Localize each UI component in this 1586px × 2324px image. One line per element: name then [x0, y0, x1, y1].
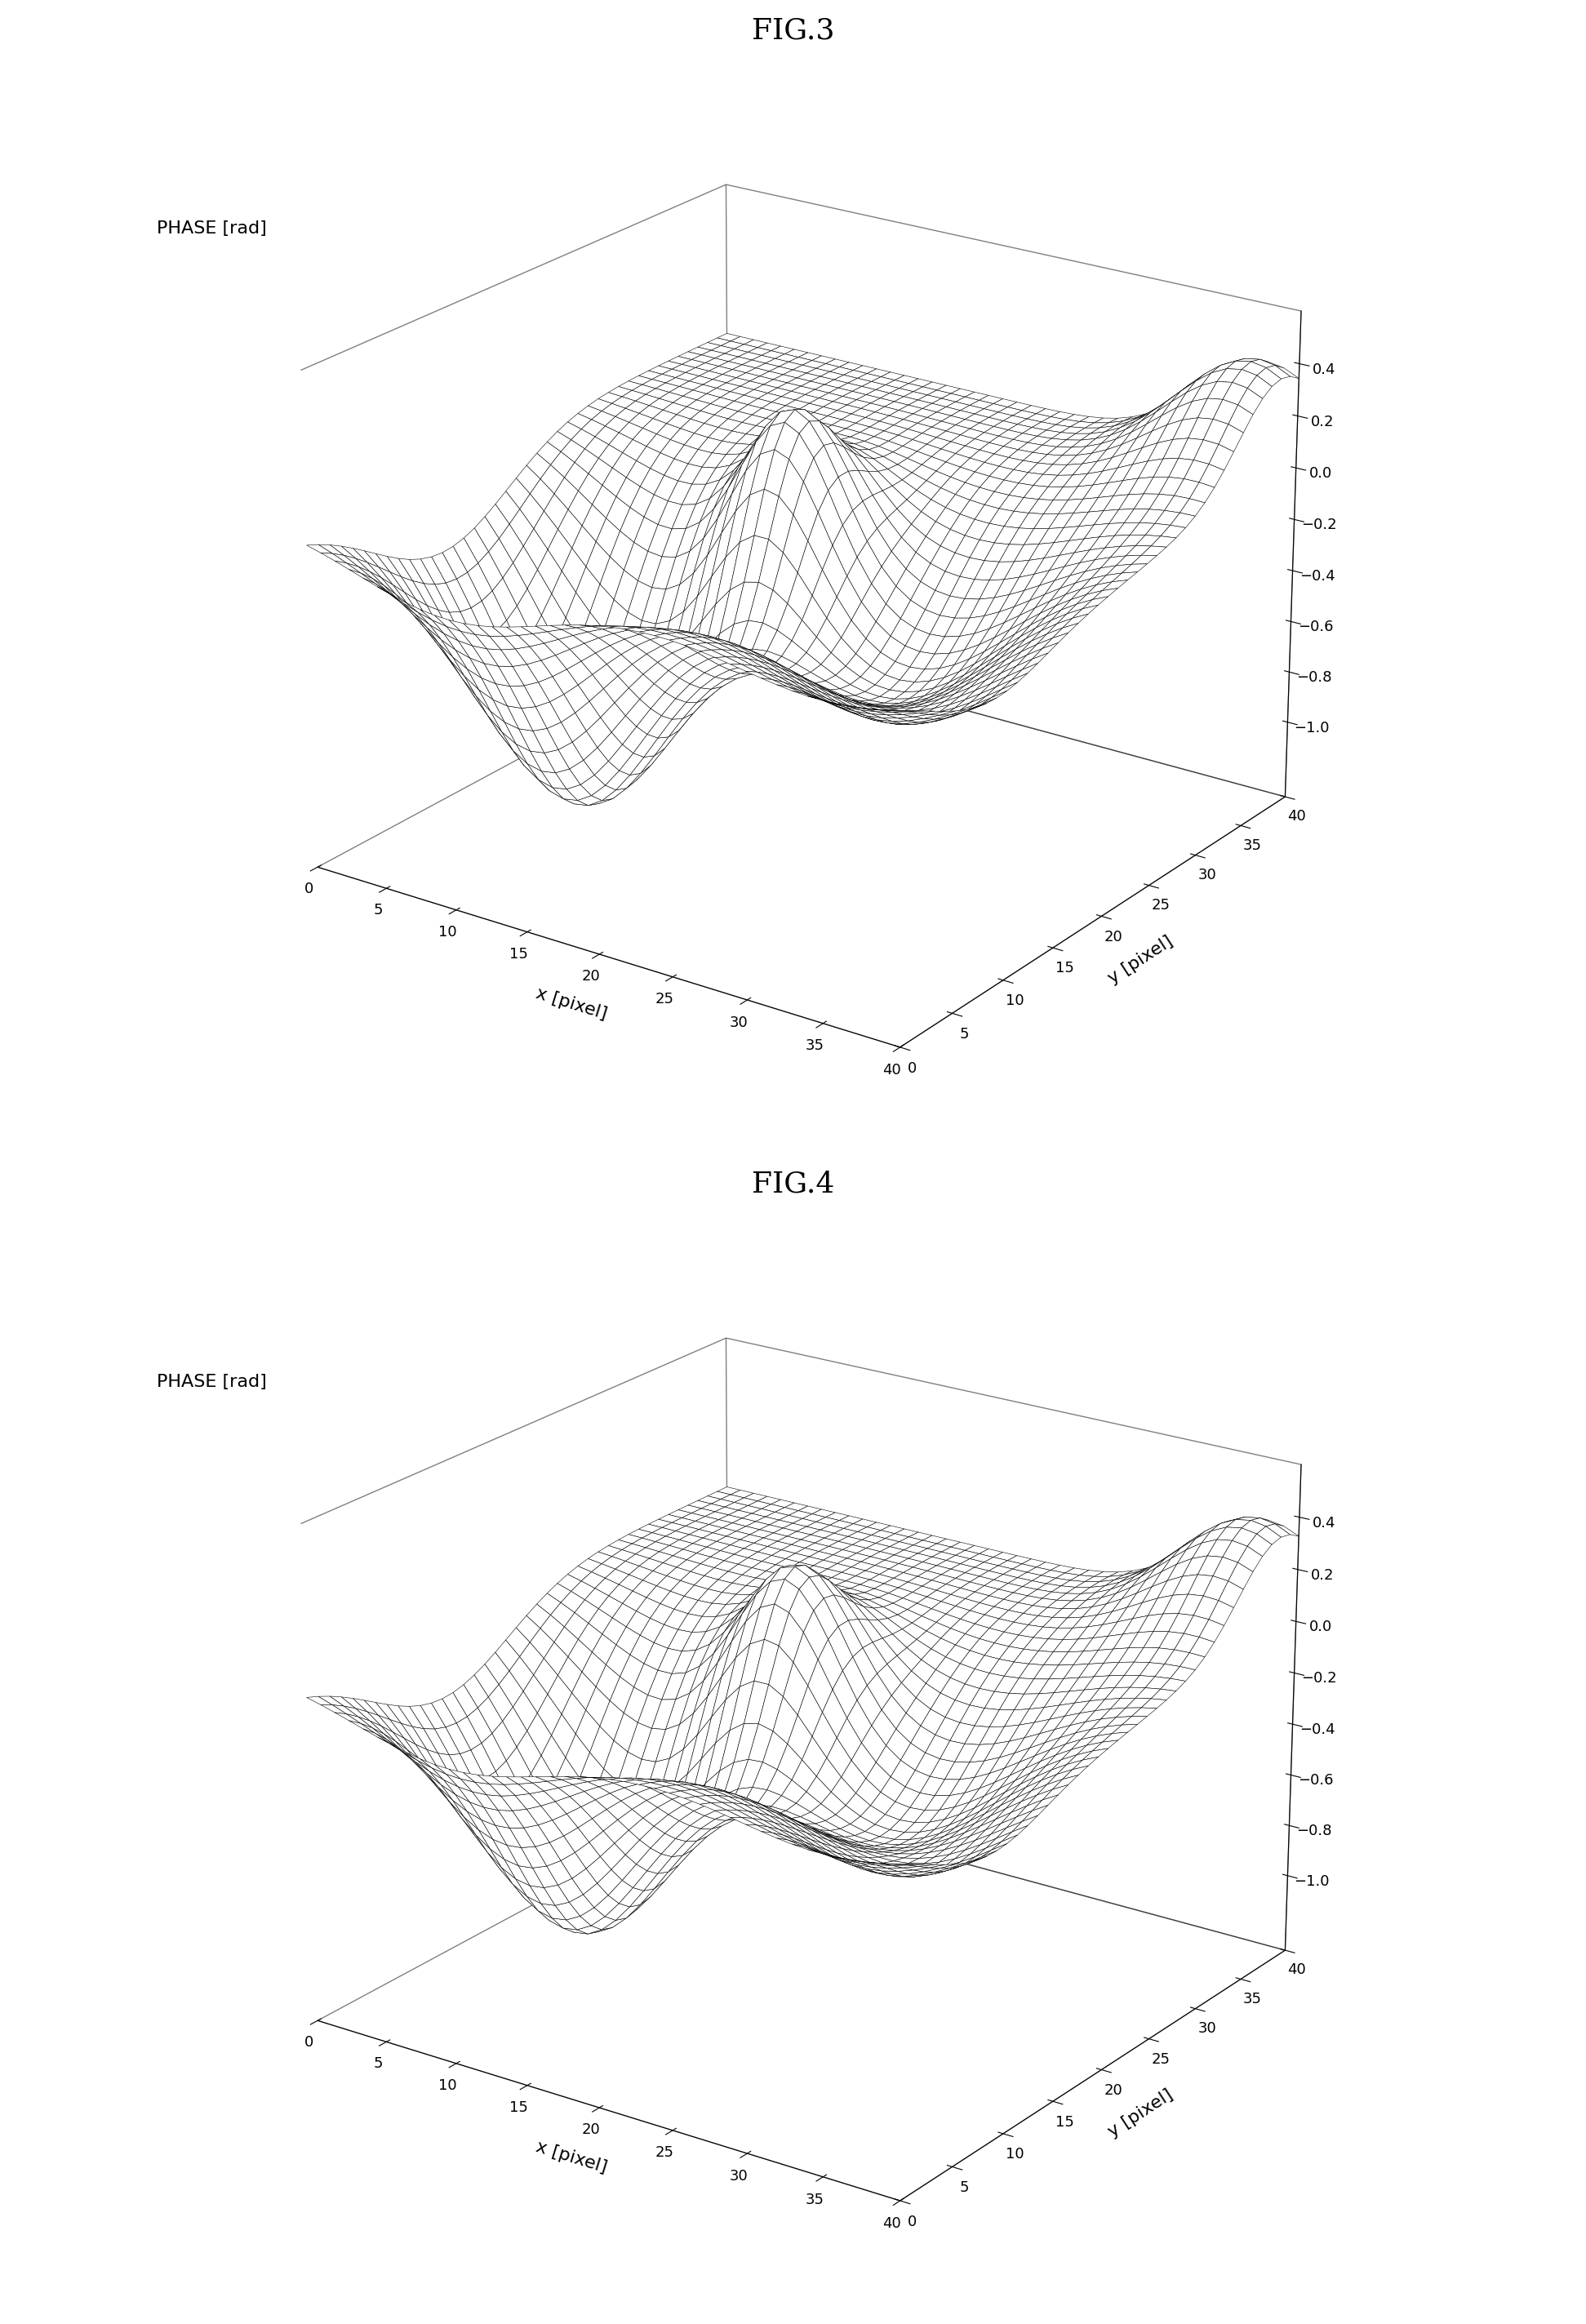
Title: FIG.4: FIG.4 — [752, 1171, 834, 1199]
X-axis label: x [pixel]: x [pixel] — [533, 985, 609, 1023]
Text: PHASE [rad]: PHASE [rad] — [157, 221, 266, 237]
Y-axis label: y [pixel]: y [pixel] — [1105, 2087, 1175, 2140]
X-axis label: x [pixel]: x [pixel] — [533, 2138, 609, 2175]
Title: FIG.3: FIG.3 — [752, 16, 834, 44]
Text: PHASE [rad]: PHASE [rad] — [157, 1373, 266, 1390]
Y-axis label: y [pixel]: y [pixel] — [1105, 932, 1175, 988]
